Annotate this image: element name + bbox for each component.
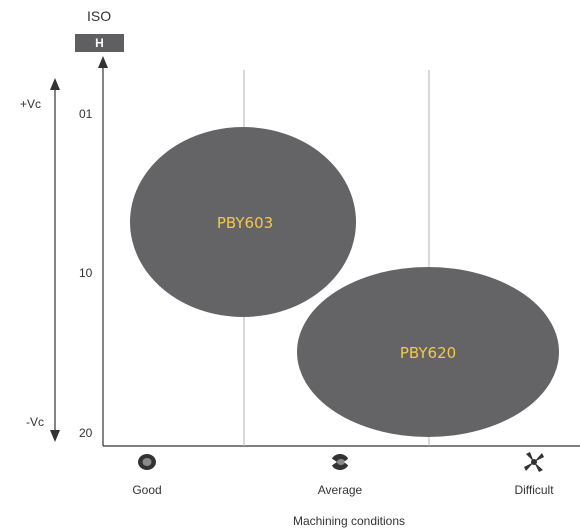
speed-high-label: +Vc: [20, 97, 42, 111]
iso-group-badge: H: [75, 34, 124, 52]
condition-label-average: Average: [317, 483, 363, 497]
condition-label-good: Good: [132, 483, 162, 497]
average-condition-icon: [331, 454, 349, 470]
x-axis-title: Machining conditions: [292, 514, 406, 528]
y-tick-20: 20: [79, 426, 93, 440]
y-axis: [98, 56, 108, 446]
iso-label: ISO: [87, 8, 112, 24]
good-condition-icon: [138, 454, 156, 470]
grade-label-pby603: PBY603: [217, 214, 273, 232]
grade-area-pby620: [297, 267, 559, 437]
y-tick-10: 10: [79, 266, 93, 280]
y-tick-01: 01: [79, 107, 93, 121]
speed-low-label: -Vc: [26, 415, 44, 429]
grade-label-pby620: PBY620: [400, 344, 456, 362]
difficult-condition-icon: [524, 452, 544, 472]
grade-area-pby603: [130, 127, 356, 317]
condition-label-difficult: Difficult: [514, 483, 554, 497]
speed-arrow: [50, 78, 60, 442]
